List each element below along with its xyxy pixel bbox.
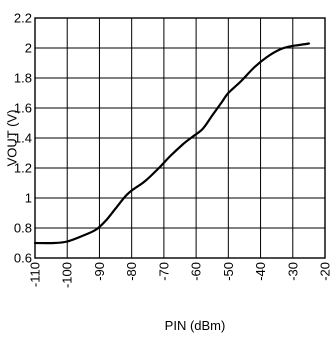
y-tick-label: 2.2 — [14, 11, 32, 26]
y-tick-label: 1.6 — [14, 101, 32, 116]
x-tick-label: -60 — [189, 262, 204, 281]
x-tick-label: -50 — [221, 262, 236, 281]
x-tick-label: -100 — [60, 262, 75, 288]
y-tick-label: 0.8 — [14, 221, 32, 236]
x-tick-label: -20 — [318, 262, 332, 281]
y-tick-label: 0.6 — [14, 251, 32, 266]
x-tick-label: -90 — [92, 262, 107, 281]
plot-frame — [34, 17, 326, 259]
x-tick-labels: -110 -100 -90 -80 -70 -60 -50 -40 -30 -20 — [28, 262, 332, 288]
x-axis-title: PIN (dBm) — [165, 318, 226, 333]
y-tick-label: 1.4 — [14, 131, 32, 146]
x-tick-label: -110 — [28, 262, 43, 287]
x-tick-label: -40 — [253, 262, 268, 281]
y-tick-labels: 0.6 0.8 1 1.2 1.4 1.6 1.8 2 2.2 — [14, 11, 32, 266]
y-axis-title: VOUT (V) — [4, 110, 19, 167]
x-tick-label: -30 — [285, 262, 300, 281]
y-tick-label: 1.2 — [14, 161, 32, 176]
y-tick-label: 1 — [25, 191, 32, 206]
x-tick-label: -80 — [124, 262, 139, 281]
y-tick-label: 2 — [25, 41, 32, 56]
x-tick-label: -70 — [156, 262, 171, 281]
y-tick-label: 1.8 — [14, 71, 32, 86]
series-line — [33, 42, 310, 245]
